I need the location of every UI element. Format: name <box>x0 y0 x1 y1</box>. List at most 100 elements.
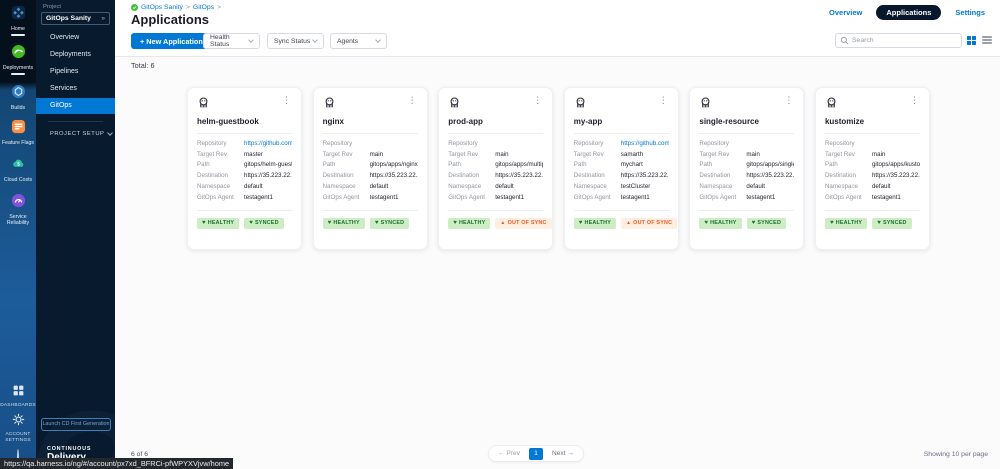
health-status-badge: HEALTHY <box>322 217 365 229</box>
kebab-menu-icon[interactable]: ⋮ <box>282 95 291 105</box>
status-bar-url: https://qa.harness.io/ng/#/account/px7xd… <box>0 458 234 469</box>
divider <box>322 133 418 134</box>
field-list: Repository Target Rev main Path gitops/app… <box>699 139 795 201</box>
check-circle-icon <box>131 4 138 11</box>
kebab-menu-icon[interactable]: ⋮ <box>407 95 417 105</box>
sync-status-badge: OUT OF SYNC <box>495 217 552 229</box>
health-status-badge: HEALTHY <box>197 217 240 229</box>
heart-icon <box>830 220 834 226</box>
kebab-menu-icon[interactable]: ⋮ <box>909 95 919 105</box>
application-name[interactable]: helm-guestbook <box>197 117 259 126</box>
health-status-filter[interactable]: Health Status <box>203 33 260 49</box>
project-setup-section[interactable]: PROJECT SETUP <box>50 130 114 137</box>
application-name[interactable]: nginx <box>322 117 344 126</box>
application-card[interactable]: ⋮ helm-guestbook Repository https://githu… <box>187 87 302 250</box>
sidebar-item-gitops[interactable]: GitOps <box>36 98 115 114</box>
sync-status-badge: SYNCED <box>746 217 787 229</box>
list-view-icon[interactable] <box>982 36 992 45</box>
sidebar-item-deployments[interactable]: Deployments <box>50 51 91 58</box>
page-1-button[interactable]: 1 <box>528 447 543 460</box>
health-status-badge: HEALTHY <box>824 217 868 229</box>
applications-grid: ⋮ helm-guestbook Repository https://githu… <box>187 87 930 250</box>
application-name[interactable]: my-app <box>573 117 603 126</box>
kebab-menu-icon[interactable]: ⋮ <box>533 95 543 105</box>
sidebar-divider <box>48 121 103 122</box>
rail-item-builds[interactable]: Builds <box>0 84 36 111</box>
main-content: GitOps Sanity > GitOps > Applications Ov… <box>115 0 1000 469</box>
rail-item-dashboards[interactable]: DASHBOARDS <box>0 384 36 409</box>
argo-app-icon <box>576 97 585 108</box>
warning-icon <box>626 220 631 226</box>
application-card[interactable]: ⋮ my-app Repositoryhttps://github.com/w…… <box>563 87 679 250</box>
divider <box>448 209 544 211</box>
rail-underline <box>11 73 25 75</box>
health-status-badge: HEALTHY <box>573 217 617 229</box>
field-list: Repository Target Rev main Path gitops/app… <box>824 139 920 201</box>
grid-view-icon[interactable] <box>967 36 976 45</box>
divider <box>699 209 795 211</box>
heart-icon <box>202 220 206 226</box>
application-card[interactable]: ⋮ nginx Repository Target Rev main Path gi… <box>312 87 428 250</box>
health-status-badge: HEALTHY <box>448 217 491 229</box>
tab-applications-active[interactable]: Applications <box>876 5 942 20</box>
repository-link[interactable]: https://github.com/w… <box>620 139 669 147</box>
agents-filter[interactable]: Agents <box>330 33 387 49</box>
search-icon <box>840 36 849 45</box>
breadcrumb-project[interactable]: GitOps Sanity <box>141 4 183 11</box>
service-reliability-icon <box>11 193 26 208</box>
search-box[interactable] <box>835 33 962 48</box>
heart-icon <box>249 220 253 226</box>
sync-status-filter[interactable]: Sync Status <box>267 33 324 49</box>
health-status-badge: HEALTHY <box>699 217 742 229</box>
divider <box>197 209 292 211</box>
application-name[interactable]: single-resource <box>699 117 759 126</box>
total-count: Total: 6 <box>131 61 155 70</box>
application-card[interactable]: ⋮ kustomize Repository Target Rev main Pa… <box>814 87 930 250</box>
new-application-button[interactable]: + New Application <box>131 33 212 49</box>
dashboards-icon <box>11 384 26 399</box>
sidebar-item-overview[interactable]: Overview <box>50 34 80 41</box>
tab-overview[interactable]: Overview <box>829 8 863 17</box>
argo-app-icon <box>827 97 836 108</box>
project-name: GitOps Sanity <box>46 15 91 22</box>
breadcrumb-gitops[interactable]: GitOps <box>192 4 215 11</box>
module-rail: Home Deployments Builds Feature Flags $ <box>0 0 36 469</box>
result-count: 6 of 6 <box>131 451 149 458</box>
application-card[interactable]: ⋮ prod-app Repository Target Rev main Pat… <box>438 87 554 250</box>
rail-item-home[interactable]: Home <box>0 5 36 36</box>
search-input[interactable] <box>852 37 957 44</box>
divider <box>197 133 292 134</box>
heart-icon <box>328 220 332 226</box>
launch-cd-first-gen-button[interactable]: Launch CD First Generation <box>41 418 111 431</box>
module-title: CONTINUOUS Delivery <box>47 446 92 463</box>
rail-item-feature-flags[interactable]: Feature Flags <box>0 119 36 146</box>
heart-icon <box>877 220 881 226</box>
prev-page-button[interactable]: ← Prev <box>498 450 520 457</box>
application-name[interactable]: prod-app <box>448 117 483 126</box>
heart-icon <box>752 220 756 226</box>
rail-item-deployments[interactable]: Deployments <box>0 44 36 75</box>
heart-icon <box>579 220 583 226</box>
rail-item-account-settings[interactable]: ACCOUNT SETTINGS <box>0 413 36 444</box>
chevron-down-icon <box>312 37 318 43</box>
project-label: Project <box>43 4 62 10</box>
kebab-menu-icon[interactable]: ⋮ <box>784 95 794 105</box>
argo-app-icon <box>701 97 710 108</box>
kebab-menu-icon[interactable]: ⋮ <box>658 95 668 105</box>
sidebar-item-services[interactable]: Services <box>50 85 77 92</box>
next-page-button[interactable]: Next → <box>551 450 574 457</box>
repository-link[interactable]: https://github.com/w… <box>244 139 292 147</box>
sidebar-item-pipelines[interactable]: Pipelines <box>50 68 79 75</box>
divider <box>824 133 920 134</box>
application-name[interactable]: kustomize <box>824 117 865 126</box>
rail-item-service-reliability[interactable]: Service Reliability <box>0 193 36 226</box>
project-selector[interactable]: GitOps Sanity » <box>41 12 110 25</box>
application-card[interactable]: ⋮ single-resource Repository Target Rev m… <box>689 87 805 250</box>
page-title: Applications <box>131 12 210 27</box>
sync-status-badge: SYNCED <box>872 217 912 229</box>
rail-item-cloud-costs[interactable]: $ Cloud Costs <box>0 156 36 183</box>
tab-settings[interactable]: Settings <box>955 8 985 17</box>
